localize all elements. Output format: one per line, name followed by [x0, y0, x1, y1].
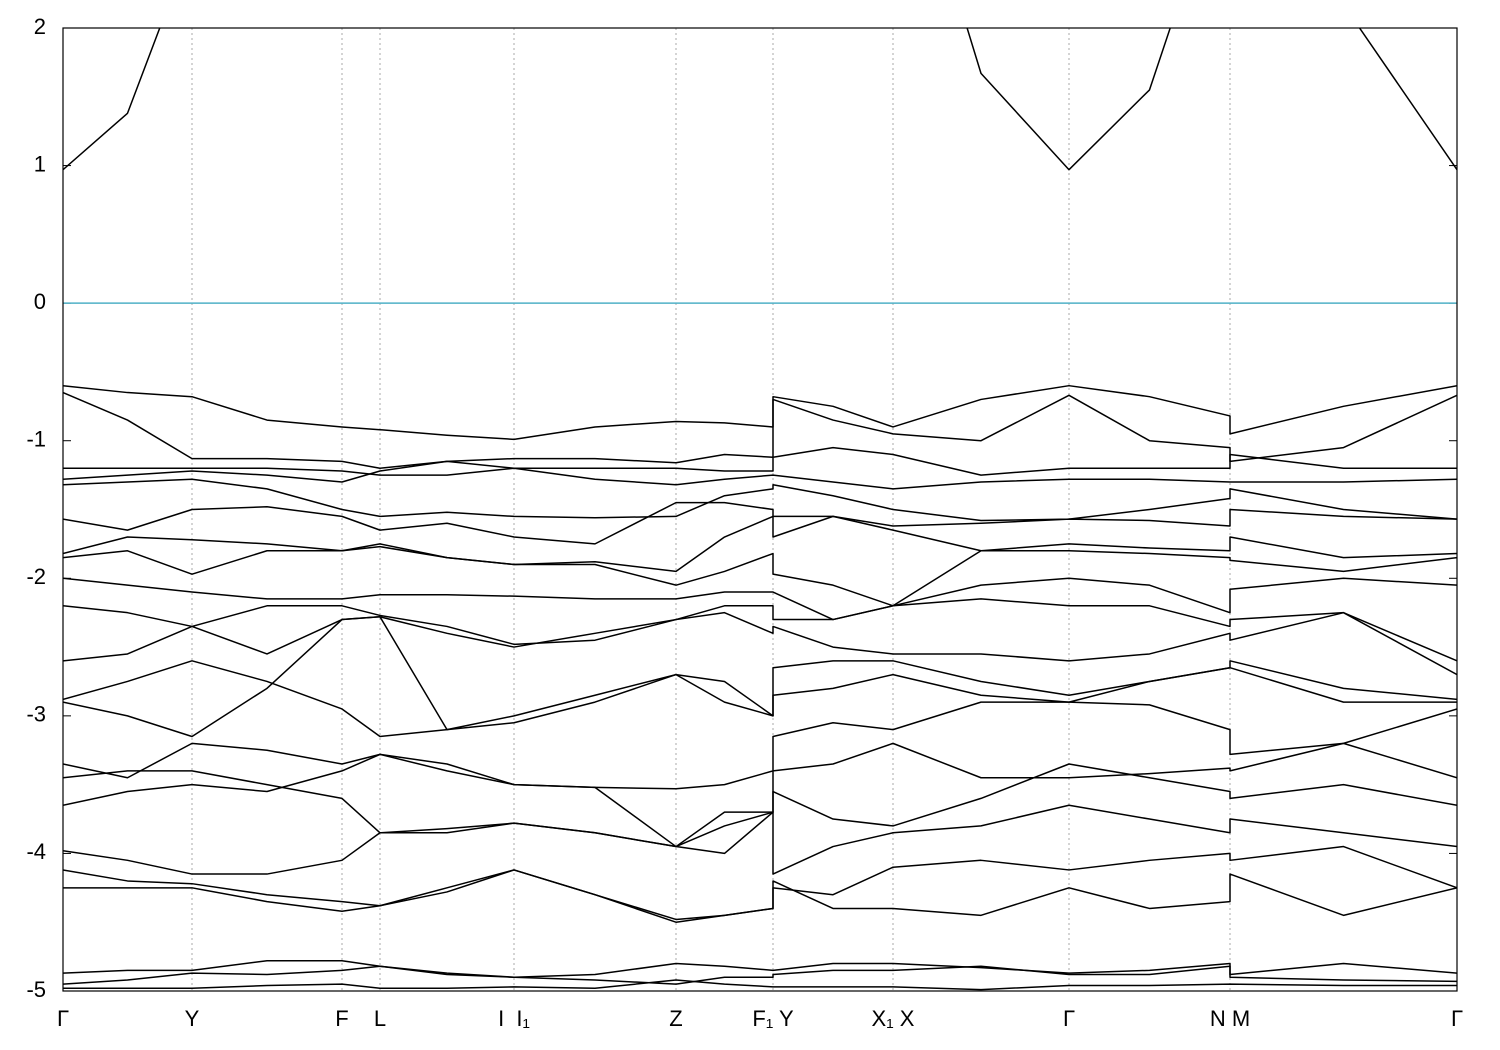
- band-line: [63, 478, 1457, 522]
- tick-labels: -5 -4 -3 -2 -1 0 1 2 Γ Y F L I I₁ Z F₁ Y X₁ X Γ N M Γ: [26, 14, 1463, 1031]
- bands: [63, 28, 1457, 991]
- x-tick-label: Y: [185, 1006, 200, 1031]
- band-line: [63, 701, 1457, 790]
- band-line: [63, 501, 1457, 545]
- x-tick-label: N M: [1210, 1006, 1250, 1031]
- y-tick-label: -4: [26, 839, 46, 864]
- band-line: [63, 545, 1457, 607]
- y-tick-label: 1: [34, 151, 46, 176]
- x-tick-label: Γ: [1451, 1006, 1463, 1031]
- band-line: [63, 611, 1457, 676]
- band-line: [63, 804, 1457, 875]
- x-tick-label: Γ: [57, 1006, 69, 1031]
- x-tick-label: F: [335, 1006, 348, 1031]
- band-line: [63, 979, 1457, 991]
- band-line: [63, 446, 1457, 476]
- band-line: [63, 965, 1457, 985]
- y-tick-label: -1: [26, 427, 46, 452]
- x-tick-label: I I₁: [498, 1006, 530, 1031]
- x-tick-label: F₁ Y: [752, 1006, 794, 1031]
- band-line: [63, 391, 1457, 469]
- band-line: [63, 460, 1457, 490]
- y-tick-label: 0: [34, 289, 46, 314]
- x-tick-label: Z: [669, 1006, 682, 1031]
- y-tick-label: -5: [26, 977, 46, 1002]
- band-line: [63, 28, 1457, 171]
- y-tick-label: 2: [34, 14, 46, 39]
- band-line: [63, 753, 1457, 848]
- x-tick-label: Γ: [1063, 1006, 1075, 1031]
- band-line: [63, 384, 1457, 441]
- band-line: [63, 598, 1457, 662]
- plot-frame: [62, 27, 1458, 992]
- y-tick-label: -2: [26, 564, 46, 589]
- band-line: [63, 742, 1457, 848]
- band-line: [63, 515, 1457, 573]
- y-tick-label: -3: [26, 702, 46, 727]
- band-line: [63, 959, 1457, 978]
- band-line: [63, 616, 1457, 738]
- x-tick-label: L: [374, 1006, 386, 1031]
- band-line: [63, 869, 1457, 921]
- band-line: [63, 577, 1457, 621]
- x-tick-label: X₁ X: [872, 1006, 915, 1031]
